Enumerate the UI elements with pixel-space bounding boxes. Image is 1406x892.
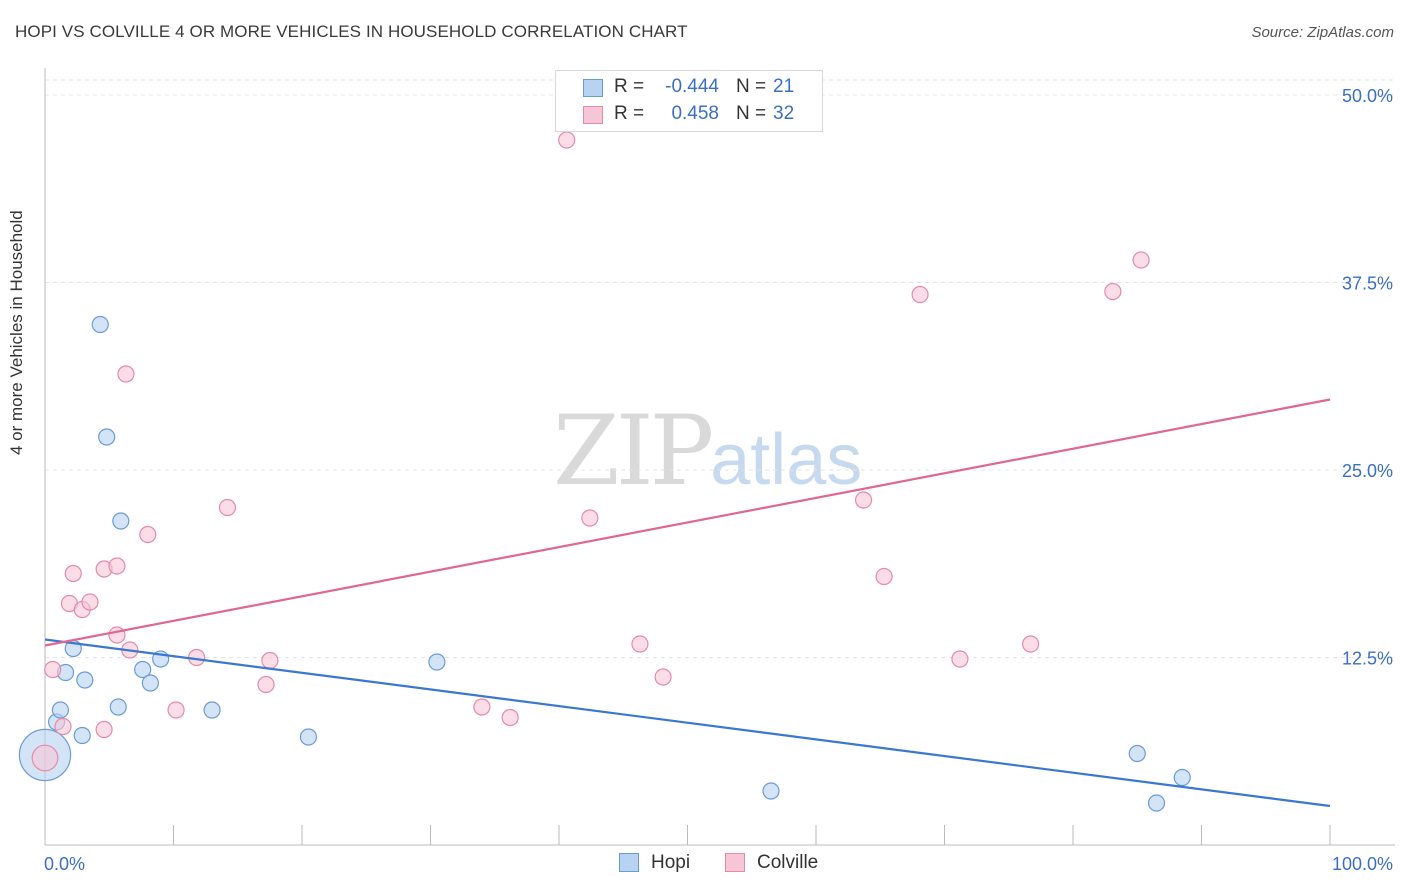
y-tick-label: 12.5% [1342, 649, 1393, 669]
legend-row-colville: R = 0.458 N = 32 [556, 101, 822, 127]
data-point-colville [875, 567, 893, 586]
data-point-colville [473, 698, 491, 716]
legend-swatch-hopi [583, 79, 603, 97]
watermark: ZIPatlas [553, 395, 862, 507]
data-point-colville [44, 660, 62, 679]
data-point-hopi [76, 671, 94, 689]
data-point-colville [1104, 282, 1122, 301]
x-tick-label: 100.0% [1332, 854, 1393, 874]
series-legend: Hopi Colville [0, 852, 1406, 878]
data-point-colville [54, 717, 72, 736]
data-point-colville [558, 131, 576, 149]
data-point-colville [911, 285, 929, 304]
data-point-colville [501, 708, 519, 727]
chart-title: HOPI VS COLVILLE 4 OR MORE VEHICLES IN H… [15, 22, 688, 41]
n-value: 32 [773, 103, 795, 124]
legend-row-hopi: R = -0.444 N = 21 [556, 74, 822, 100]
data-point-colville [654, 668, 672, 686]
data-point-hopi [73, 726, 91, 745]
data-point-colville [261, 651, 279, 670]
data-point-hopi [91, 315, 109, 334]
y-tick-label: 50.0% [1342, 86, 1393, 106]
y-tick-label: 37.5% [1342, 274, 1393, 294]
data-point-colville [581, 509, 599, 527]
data-point-hopi [109, 698, 127, 716]
data-point-colville [117, 365, 135, 383]
data-point-hopi [1173, 768, 1191, 787]
data-point-colville [95, 720, 113, 739]
data-point-colville [81, 593, 99, 611]
data-point-colville [31, 744, 59, 772]
data-point-hopi [51, 701, 70, 719]
r-label: R = [614, 103, 645, 124]
data-point-hopi [1128, 744, 1146, 763]
data-point-hopi [762, 782, 780, 800]
data-point-hopi [134, 660, 152, 679]
data-point-hopi [141, 674, 159, 692]
trend-line-hopi [44, 638, 1331, 808]
legend-swatch-hopi [619, 853, 639, 872]
y-tick-label: 25.0% [1342, 461, 1393, 481]
data-point-hopi [98, 428, 116, 446]
x-tick-label: 0.0% [44, 854, 85, 874]
data-point-hopi [428, 653, 446, 671]
n-value: 21 [773, 76, 795, 97]
data-point-colville [167, 701, 185, 719]
data-point-hopi [203, 701, 221, 719]
y-axis-label: 4 or more Vehicles in Household [7, 210, 26, 455]
data-point-colville [257, 675, 275, 694]
r-value: -0.444 [665, 76, 719, 97]
data-point-colville [951, 650, 969, 668]
n-label: N = [736, 103, 767, 124]
watermark-atlas: atlas [710, 420, 863, 500]
data-point-hopi [112, 512, 130, 530]
data-point-colville [631, 635, 649, 653]
r-value: 0.458 [671, 103, 719, 124]
data-point-colville [108, 626, 126, 644]
watermark-zip: ZIP [553, 395, 714, 507]
r-label: R = [614, 76, 645, 97]
data-point-colville [854, 491, 873, 509]
data-point-colville [218, 498, 237, 517]
data-point-colville [139, 525, 157, 544]
trend-line-colville [44, 398, 1331, 647]
legend-label-hopi: Hopi [651, 852, 691, 873]
source-label: Source: ZipAtlas.com [1251, 24, 1394, 41]
data-point-hopi [1147, 794, 1166, 812]
correlation-legend: R = -0.444 N = 21 R = 0.458 N = 32 [555, 70, 823, 132]
data-point-colville [64, 564, 82, 583]
legend-swatch-colville [583, 106, 603, 124]
n-label: N = [736, 76, 767, 97]
data-point-colville [1021, 635, 1040, 653]
data-point-hopi [299, 728, 318, 746]
legend-swatch-colville [725, 853, 745, 872]
legend-label-colville: Colville [757, 852, 819, 873]
data-point-colville [1132, 251, 1150, 269]
data-point-colville [108, 557, 126, 575]
